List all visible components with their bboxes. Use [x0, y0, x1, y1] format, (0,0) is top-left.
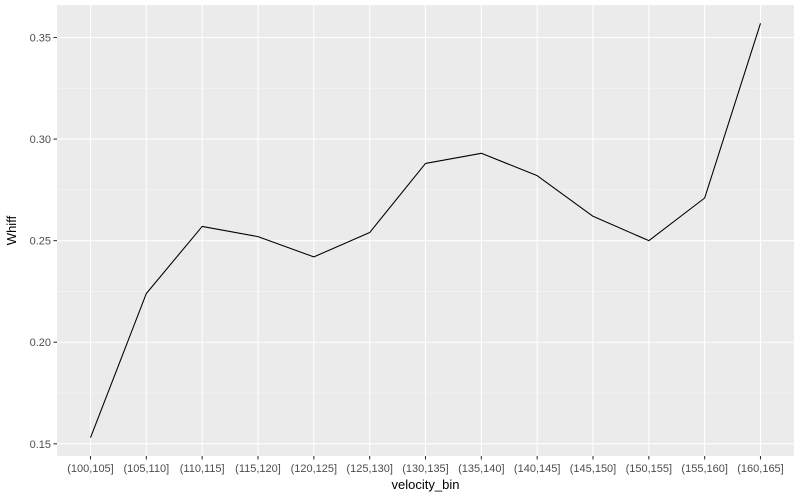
x-tick-label: (120,125] [291, 463, 337, 475]
x-tick-label: (150,155] [626, 463, 672, 475]
y-axis: 0.15 0.20 0.25 0.30 0.35 [30, 33, 57, 451]
whiff-series-line [90, 23, 762, 438]
x-tick-label: (130,135] [402, 463, 448, 475]
major-gridlines [57, 5, 794, 456]
y-tick-label: 0.25 [30, 236, 51, 248]
x-tick-label: (100,105] [67, 463, 113, 475]
x-axis: (100,105] (105,110] (110,115] (115,120] (120… [67, 456, 784, 475]
y-tick-label: 0.20 [30, 337, 51, 349]
x-tick-label: (125,130] [346, 463, 392, 475]
x-tick-label: (105,110] [123, 463, 169, 475]
x-tick-label: (115,120] [235, 463, 281, 475]
y-tick-label: 0.30 [30, 134, 51, 146]
x-tick-label: (145,150] [570, 463, 616, 475]
x-axis-title: velocity_bin [392, 477, 460, 492]
x-tick-label: (110,115] [180, 463, 225, 475]
y-tick-label: 0.35 [30, 33, 51, 45]
x-tick-label: (135,140] [458, 463, 504, 475]
x-tick-label: (140,145] [514, 463, 560, 475]
y-axis-title: Whiff [4, 215, 19, 245]
y-tick-label: 0.15 [30, 439, 51, 451]
x-tick-label: (160,165] [737, 463, 783, 475]
x-tick-label: (155,160] [681, 463, 727, 475]
